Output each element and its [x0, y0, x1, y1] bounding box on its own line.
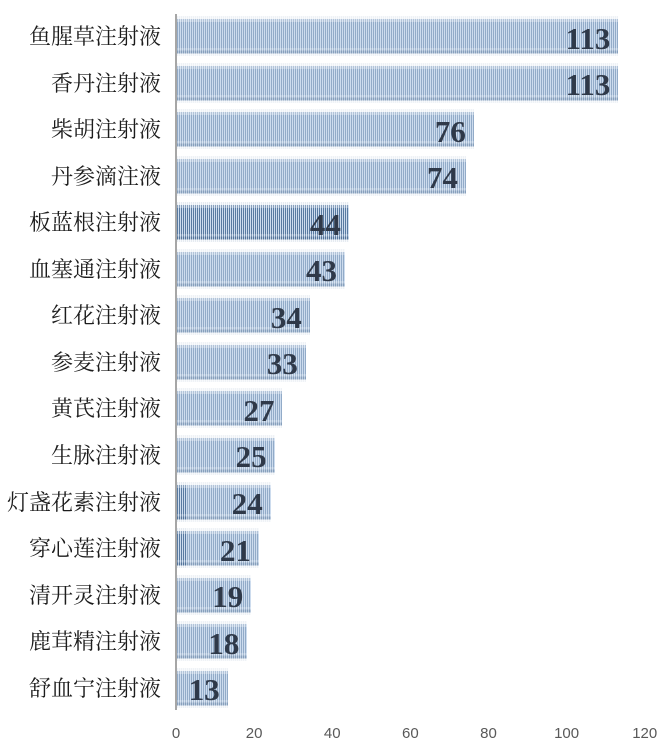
- value-label: 19: [212, 579, 244, 615]
- category-label: 红花注射液: [50, 303, 161, 329]
- bar: [177, 574, 251, 615]
- x-tick-label: 100: [554, 725, 580, 742]
- category-label: 鱼腥草注射液: [28, 24, 161, 49]
- bar: [177, 109, 474, 150]
- bar: [177, 341, 306, 382]
- value-label: 21: [220, 532, 252, 568]
- category-label: 板蓝根注射液: [28, 210, 161, 236]
- value-label: 18: [208, 625, 240, 661]
- value-label: 13: [188, 672, 220, 708]
- category-label: 灯盏花素注射液: [6, 489, 161, 515]
- value-label: 113: [565, 67, 611, 103]
- bar: [177, 16, 618, 56]
- category-label: 鹿茸精注射液: [28, 629, 161, 655]
- value-label: 44: [309, 206, 341, 242]
- value-label: 76: [434, 113, 466, 149]
- value-label: 113: [565, 20, 611, 56]
- x-tick-label: 120: [632, 725, 658, 742]
- bar: [177, 62, 618, 103]
- category-label: 丹参滴注液: [50, 163, 161, 189]
- x-tick-label: 80: [480, 725, 497, 742]
- x-tick-label: 60: [402, 725, 419, 742]
- value-label: 74: [427, 160, 459, 196]
- x-tick-label: 0: [171, 725, 181, 742]
- category-label: 生脉注射液: [50, 442, 161, 468]
- category-label: 穿心莲注射液: [28, 536, 161, 562]
- bar: [177, 295, 310, 336]
- category-label: 舒血宁注射液: [28, 675, 161, 701]
- category-label: 黄芪注射液: [50, 396, 161, 422]
- bar: [177, 528, 259, 569]
- value-label: 25: [235, 439, 267, 475]
- category-label: 血塞通注射液: [28, 256, 161, 282]
- bar: [177, 621, 247, 662]
- bar: [177, 667, 228, 708]
- bar: [177, 481, 271, 522]
- x-tick-label: 20: [245, 725, 263, 742]
- bar: [177, 388, 282, 429]
- x-tick-label: 40: [323, 725, 341, 742]
- bar: [177, 202, 349, 243]
- bar: [177, 434, 275, 475]
- category-label: 柴胡注射液: [50, 117, 161, 143]
- bar: [177, 155, 466, 196]
- category-axis-line: [175, 14, 177, 710]
- category-label: 香丹注射液: [50, 70, 161, 96]
- value-label: 27: [243, 392, 275, 428]
- category-label: 清开灵注射液: [28, 582, 161, 608]
- value-label: 33: [266, 346, 298, 382]
- value-label: 24: [231, 486, 263, 521]
- category-label: 参麦注射液: [50, 349, 161, 375]
- value-label: 43: [305, 253, 337, 289]
- value-label: 34: [270, 299, 302, 335]
- bar: [177, 248, 345, 289]
